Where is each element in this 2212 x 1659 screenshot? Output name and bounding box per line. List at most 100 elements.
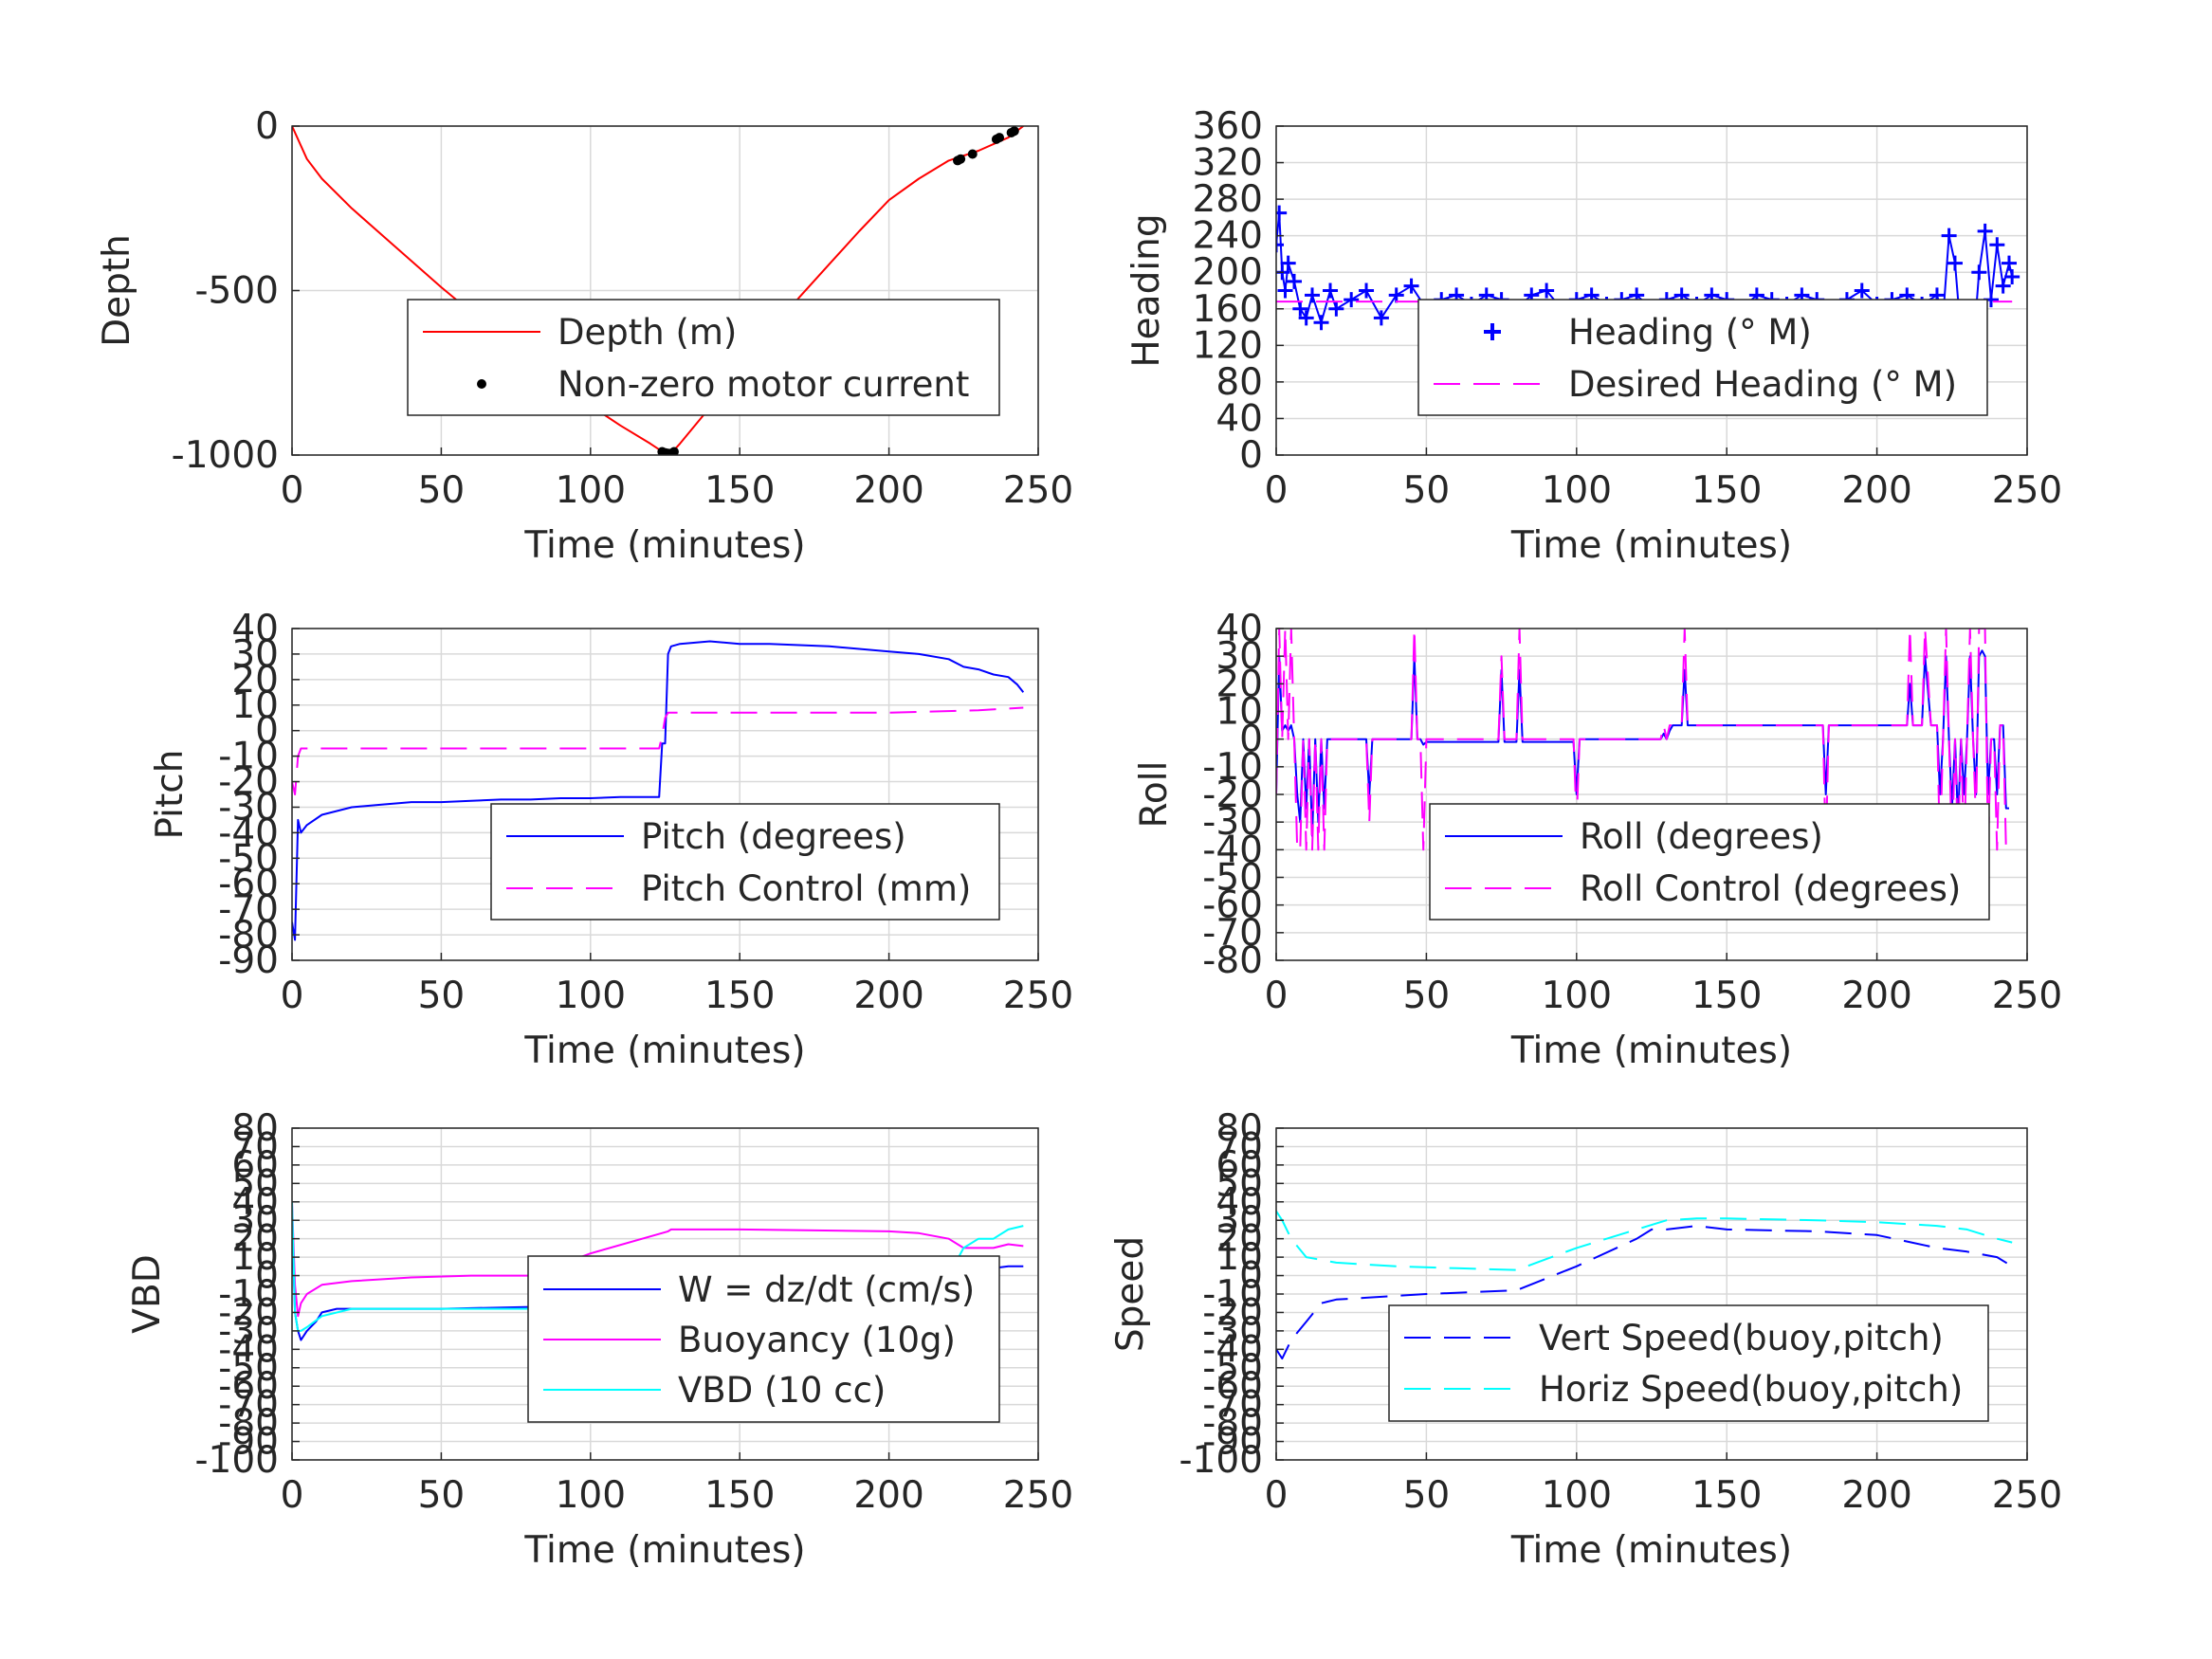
depth-x-tick-label: 0 [281,469,304,512]
speed-y-tick-label: -80 [1202,1402,1263,1445]
vbd-y-tick-label: -20 [218,1291,279,1334]
roll-x-tick-label: 100 [1542,975,1612,1017]
depth-y-axis-label: Depth [96,234,138,347]
pitch-y-tick-label: 0 [255,710,279,753]
roll-y-tick-label: -70 [1202,912,1263,955]
depth-data-point [1009,126,1019,137]
vbd-legend: W = dz/dt (cm/s) Buoyancy (10g) VBD (10 cc… [527,1255,1000,1423]
depth-y-tick-label: -500 [194,270,279,313]
pitch-x-tick-label: 0 [281,975,304,1017]
heading-data-point [1287,273,1303,289]
roll-y-tick-label: 30 [1216,635,1263,678]
heading-x-tick-label: 100 [1542,469,1612,512]
vbd-legend-label: Buoyancy (10g) [678,1320,956,1360]
pitch-y-tick-label: -50 [218,837,279,880]
vbd-y-tick-label: -70 [218,1384,279,1427]
heading-axes-box [1275,125,2028,456]
heading-y-tick-label: 280 [1193,178,1263,221]
speed-series-1 [1276,1210,2013,1271]
heading-y-tick-label: 40 [1216,397,1263,440]
depth-x-tick-label: 200 [853,469,923,512]
speed-series-line [1276,1225,2013,1360]
depth-legend-swatch [477,379,486,389]
speed-y-tick-label: 20 [1216,1218,1263,1261]
heading-data-point [1298,310,1314,326]
heading-data-point [1971,264,1987,281]
speed-y-tick-label: -70 [1202,1384,1263,1427]
roll-x-tick-label: 250 [1992,975,2062,1017]
speed-legend-label: Vert Speed(buoy,pitch) [1539,1318,1944,1358]
speed-series-line [1276,1210,2013,1271]
heading-data-point [1280,255,1296,271]
roll-y-axis-label: Roll [1133,761,1176,829]
heading-legend-swatch [1484,323,1501,340]
pitch-y-axis-label: Pitch [149,750,192,840]
heading-chart: 0 50 100 150 200 2500408012016020024028032036… [1125,105,2062,567]
pitch-chart: 0 50 100 150 200 250-90-80-70-60-50-40-30-20-… [149,608,1073,1072]
heading-y-tick-label: 0 [1239,434,1263,477]
heading-x-tick-label: 250 [1992,469,2062,512]
pitch-y-tick-label: -20 [218,761,279,804]
speed-y-tick-label: -100 [1179,1439,1263,1482]
pitch-axes-box [291,628,1039,961]
heading-legend-label: Heading (° M) [1568,312,1812,353]
vbd-y-tick-label: -100 [194,1439,279,1482]
pitch-x-tick-label: 100 [556,975,626,1017]
depth-legend-label: Non-zero motor current [558,364,969,405]
pitch-series-line [292,706,1024,795]
vbd-y-tick-label: 60 [231,1144,279,1187]
pitch-x-tick-label: 200 [853,975,923,1017]
vbd-x-tick-label: 150 [704,1474,775,1517]
speed-x-tick-label: 50 [1403,1474,1451,1517]
heading-data-point [1277,283,1293,299]
depth-legend: Depth (m) Non-zero motor current [407,299,1000,416]
heading-data-point [1941,228,1957,244]
depth-data-point [995,133,1005,143]
speed-y-tick-label: -50 [1202,1347,1263,1390]
speed-y-tick-label: 70 [1216,1125,1263,1168]
roll-y-tick-label: 0 [1239,719,1263,761]
heading-x-tick-label: 50 [1403,469,1451,512]
depth-data-point [967,149,978,159]
pitch-series-line [292,640,1025,941]
heading-x-axis-label: Time (minutes) [1510,524,1792,567]
vbd-y-tick-label: 80 [231,1107,279,1150]
vbd-x-tick-label: 200 [853,1474,923,1517]
roll-x-axis-label: Time (minutes) [1510,1030,1792,1072]
depth-data-point [668,447,679,455]
vbd-y-tick-label: 0 [255,1255,279,1298]
vbd-y-tick-label: -50 [218,1347,279,1390]
depth-x-tick-label: 150 [704,469,775,512]
heading-data-point [1292,301,1308,317]
heading-data-point [1947,255,1963,271]
speed-series-0 [1276,1225,2013,1360]
roll-y-tick-label: -80 [1202,939,1263,982]
heading-data-point [1344,292,1360,308]
speed-y-tick-label: 80 [1216,1107,1263,1150]
roll-legend-box [1429,803,1990,921]
pitch-y-tick-label: -40 [218,811,279,854]
heading-data-point [1403,278,1419,294]
speed-x-tick-label: 150 [1691,1474,1762,1517]
speed-y-tick-label: -20 [1202,1291,1263,1334]
speed-y-tick-label: -30 [1202,1310,1263,1353]
speed-y-tick-label: 40 [1216,1181,1263,1224]
roll-x-tick-label: 150 [1691,975,1762,1017]
heading-y-tick-label: 160 [1193,288,1263,331]
vbd-series-line [292,1201,1024,1318]
depth-y-tick-label: -1000 [172,434,279,477]
speed-x-tick-label: 0 [1265,1474,1289,1517]
heading-data-point [1323,283,1339,299]
vbd-y-tick-label: -80 [218,1402,279,1445]
roll-legend: Roll (degrees) Roll Control (degrees) [1429,803,1990,921]
vbd-x-axis-label: Time (minutes) [523,1529,805,1572]
heading-data-point [1328,301,1344,317]
speed-x-tick-label: 100 [1542,1474,1612,1517]
roll-x-tick-label: 0 [1265,975,1289,1017]
speed-legend-label: Horiz Speed(buoy,pitch) [1539,1369,1963,1410]
roll-legend-label: Roll (degrees) [1580,816,1823,857]
vbd-y-tick-label: 20 [231,1218,279,1261]
pitch-y-tick-label: -60 [218,863,279,905]
roll-y-tick-label: 20 [1216,663,1263,705]
speed-y-axis-label: Speed [1109,1236,1152,1352]
